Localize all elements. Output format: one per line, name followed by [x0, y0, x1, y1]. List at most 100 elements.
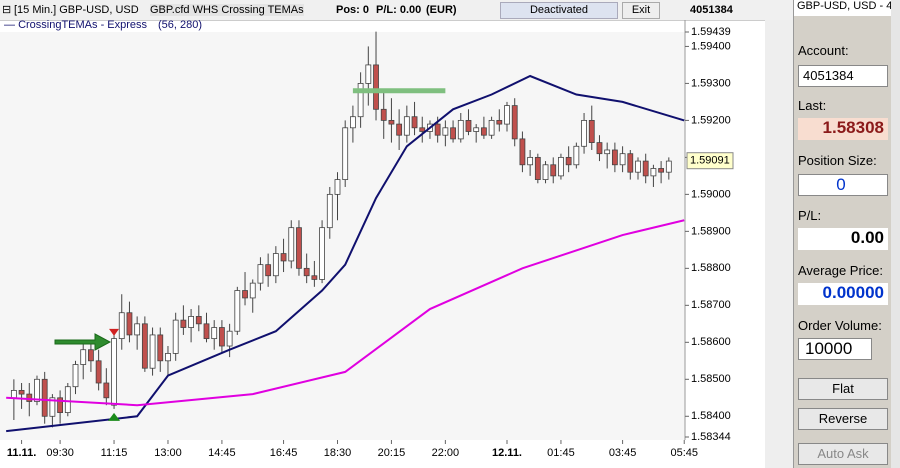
x-tick-label: 05:45: [670, 447, 698, 459]
candle-body: [10, 389, 17, 399]
buy-marker: [108, 412, 121, 421]
flat-button[interactable]: Flat: [798, 378, 888, 400]
candle-body: [665, 160, 672, 173]
candle-body: [611, 149, 618, 166]
x-tick-label: 22:00: [432, 447, 460, 459]
y-tick-label: 1.58600: [691, 336, 731, 348]
x-tick-label: 20:15: [378, 447, 406, 459]
side-strip: [765, 20, 793, 468]
y-tick-label: 1.59400: [691, 40, 731, 52]
interval: [15 Min.] GBP-USD, USD: [14, 4, 139, 16]
panel-title: GBP-USD, USD - 40: [794, 0, 892, 16]
candle-body: [350, 116, 356, 129]
candle-body: [334, 179, 341, 195]
candle-body: [111, 338, 117, 406]
candle-body: [403, 116, 410, 136]
candle-body: [103, 382, 110, 399]
chart: 1.594391.594001.593001.592001.591001.590…: [0, 20, 793, 468]
candle-body: [388, 119, 395, 125]
candle-body: [203, 323, 210, 340]
pl-value: 0.00: [798, 228, 888, 250]
legend-text: CrossingTEMAs - Express: [18, 19, 148, 31]
last-price: 1.58308: [798, 118, 888, 140]
candle-body: [550, 164, 557, 177]
last-price-label: 1.59091: [690, 155, 730, 167]
avg-price: 0.00000: [798, 283, 888, 305]
candle-body: [188, 316, 194, 328]
candle-body: [249, 282, 256, 299]
label: Last:: [798, 98, 827, 113]
candle-body: [380, 108, 387, 121]
account-select[interactable]: 4051384: [798, 65, 888, 87]
candle-body: [303, 267, 310, 277]
candle-body: [434, 123, 441, 136]
candle-body: [480, 127, 487, 136]
candle-body: [558, 156, 564, 177]
pl: P/L: 0.00: [376, 4, 422, 16]
x-tick-label: 09:30: [46, 447, 74, 459]
candle-body: [527, 156, 534, 166]
candle-body: [242, 290, 248, 299]
candle-body: [419, 127, 426, 132]
candle-body: [442, 127, 449, 136]
label: Order Volume:: [798, 318, 882, 333]
candle-body: [326, 193, 333, 229]
y-tick-label: 1.59200: [691, 114, 731, 126]
candle-body: [373, 64, 379, 110]
state-button[interactable]: Deactivated: [500, 2, 618, 19]
candle-body: [141, 323, 148, 369]
x-tick-label: 03:45: [609, 447, 637, 459]
x-tick-label: 18:30: [324, 447, 352, 459]
plot-bg: [0, 32, 685, 440]
candle-body: [219, 327, 225, 347]
scrollbar[interactable]: [891, 0, 900, 468]
collapse-icon[interactable]: ⊟: [2, 4, 12, 16]
candle-body: [534, 156, 541, 180]
candle-body: [519, 138, 526, 166]
y-tick-label: 1.59439: [691, 26, 731, 38]
candle-body: [288, 227, 295, 262]
reverse-button[interactable]: Reverse: [798, 408, 888, 430]
candle-body: [488, 119, 495, 136]
candle-body: [272, 253, 279, 277]
position-size[interactable]: 0: [798, 174, 888, 196]
candle-body: [457, 119, 464, 140]
y-tick-label: 1.58900: [691, 225, 731, 237]
candle-body: [49, 397, 56, 417]
candle-body: [658, 168, 665, 173]
candle-body: [34, 378, 40, 402]
candle-body: [211, 327, 218, 340]
y-tick-label: 1.58800: [691, 262, 731, 274]
candle-body: [588, 119, 595, 143]
last-price-box: [686, 152, 734, 170]
candle-body: [134, 323, 141, 336]
candle-body: [627, 153, 634, 173]
candle-body: [411, 116, 418, 129]
y-tick-label: 1.59300: [691, 77, 731, 89]
candle-body: [357, 83, 364, 118]
candle-body: [311, 275, 318, 280]
candle-body: [80, 349, 87, 365]
order-volume[interactable]: 10000: [798, 338, 872, 360]
candle-body: [180, 319, 187, 328]
x-tick-label: 11.11.: [7, 447, 36, 459]
x-tick-label: 11:15: [101, 447, 128, 459]
candle-body: [296, 227, 302, 269]
currency: (EUR): [426, 4, 457, 16]
exit-button[interactable]: Exit: [622, 2, 660, 19]
candle-body: [257, 264, 264, 284]
y-tick-label: 1.58700: [691, 299, 731, 311]
candle-body: [64, 386, 71, 413]
sell-marker: [109, 328, 120, 336]
candle-body: [57, 397, 64, 413]
candle-body: [157, 334, 164, 362]
candle-body: [581, 119, 587, 147]
y-tick-label: 1.58400: [691, 410, 731, 422]
candle-body: [573, 145, 580, 166]
candle-body: [542, 164, 549, 180]
label: P/L:: [798, 208, 822, 223]
candle-body: [226, 330, 233, 347]
label: Position Size:: [798, 153, 877, 168]
auto-ask-button[interactable]: Auto Ask: [798, 443, 888, 465]
